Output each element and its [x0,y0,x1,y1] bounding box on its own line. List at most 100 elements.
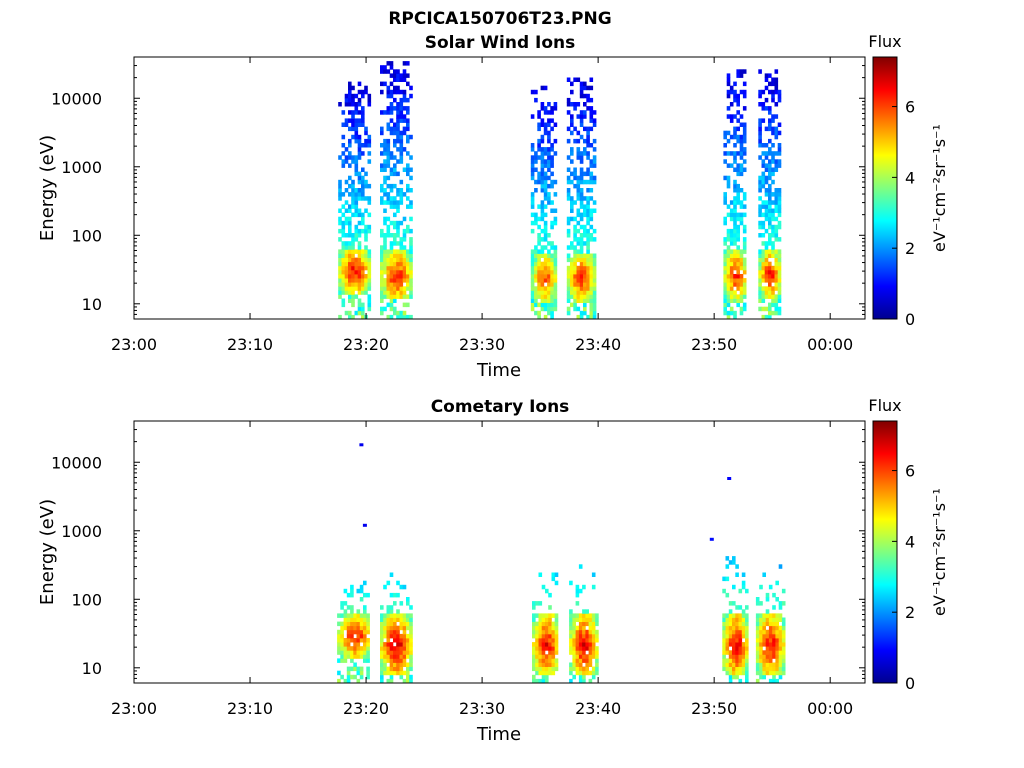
spectrogram-cell [396,118,400,123]
spectrogram-cell [732,633,736,639]
spectrogram-cell [348,269,352,275]
spectrogram-cell [765,621,770,627]
spectrogram-cell [341,298,346,303]
spectrogram-cell [354,228,359,234]
spectrogram-cell [554,617,559,622]
spectrogram-cell [739,73,744,78]
spectrogram-cell [566,102,571,107]
spectrogram-point [362,523,367,527]
spectrogram-cell [739,261,744,267]
spectrogram-cell [537,290,541,295]
spectrogram-cell [775,580,779,586]
spectrogram-cell [399,110,404,115]
spectrogram-cell [764,274,769,279]
spectrogram-cell [383,646,387,651]
spectrogram-cell [359,597,364,602]
spectrogram-cell [764,245,769,250]
spectrogram-cell [742,69,747,74]
spectrogram-cell [353,642,357,647]
spectrogram-cell [735,654,739,659]
spectrogram-cell [393,130,397,136]
spectrogram-cell [361,286,365,291]
spectrogram-cell [540,163,545,168]
spectrogram-cell [535,638,539,643]
spectrogram-cell [553,290,558,295]
spectrogram-cell [775,633,779,639]
spectrogram-cell [363,625,367,631]
spectrogram-cell [768,138,772,144]
spectrogram-cell [367,306,372,312]
spectrogram-cell [758,286,762,291]
spectrogram-cell [389,678,394,684]
spectrogram-cell [758,233,762,238]
spectrogram-cell [589,233,594,238]
spectrogram-cell [396,122,400,127]
spectrogram-cell [537,241,541,246]
spectrogram-cell [576,278,581,283]
spectrogram-cell [351,102,355,107]
colorbar-gradient [872,420,898,684]
spectrogram-cell [550,106,554,111]
spectrogram-cell [755,642,760,647]
spectrogram-cell [532,650,536,655]
spectrogram-cell [764,73,769,78]
spectrogram-cell [761,171,766,177]
spectrogram-cell [566,192,571,197]
spectrogram-cell [777,130,782,136]
spectrogram-cell [759,666,763,672]
spectrogram-cell [732,556,736,561]
spectrogram-cell [728,560,733,565]
spectrogram-cell [575,658,580,663]
spectrogram-cell [777,151,782,156]
spectrogram-cell [723,196,727,201]
spectrogram-cell [402,654,407,659]
spectrogram-cell [592,159,597,164]
spectrogram-cell [545,629,549,635]
spectrogram-cell [337,629,341,635]
spectrogram-cell [396,625,400,631]
spectrogram-cell [768,306,772,312]
spectrogram-cell [566,228,571,234]
spectrogram-cell [402,126,407,132]
spectrogram-cell [579,216,584,222]
spectrogram-cell [389,233,394,238]
spectrogram-cell [341,228,346,234]
spectrogram-cell [534,245,538,250]
spectrogram-cell [380,274,384,279]
spectrogram-cell [778,674,783,680]
spectrogram-cell [745,678,749,684]
spectrogram-cell [364,85,368,91]
spectrogram-cell [768,642,773,647]
spectrogram-cell [768,638,773,643]
spectrogram-cell [402,69,407,74]
spectrogram-cell [723,159,727,164]
spectrogram-cell [768,282,772,287]
spectrogram-cell [380,633,384,639]
spectrogram-cell [572,613,576,618]
spectrogram-cell [359,650,364,655]
spectrogram-cell [726,290,731,295]
spectrogram-cell [778,650,783,655]
spectrogram-cell [396,134,400,140]
spectrogram-cell [588,629,593,635]
spectrogram-cell [350,658,354,663]
spectrogram-cell [589,224,594,230]
spectrogram-cell [576,114,581,119]
spectrogram-cell [592,265,597,271]
spectrogram-cell [759,638,763,643]
spectrogram-cell [586,294,590,299]
spectrogram-cell [758,188,762,193]
spectrogram-cell [338,216,342,222]
spectrogram-cell [348,183,352,189]
spectrogram-cell [729,228,734,234]
spectrogram-cell [551,642,556,647]
spectrogram-cell [386,654,391,659]
spectrogram-cell [547,278,551,283]
spectrogram-cell [361,175,365,181]
spectrogram-cell [356,609,361,614]
spectrogram-cell [553,253,558,258]
spectrogram-cell [537,143,541,148]
spectrogram-cell [409,633,413,639]
spectrogram-cell [553,269,558,275]
spectrogram-cell [393,670,397,676]
